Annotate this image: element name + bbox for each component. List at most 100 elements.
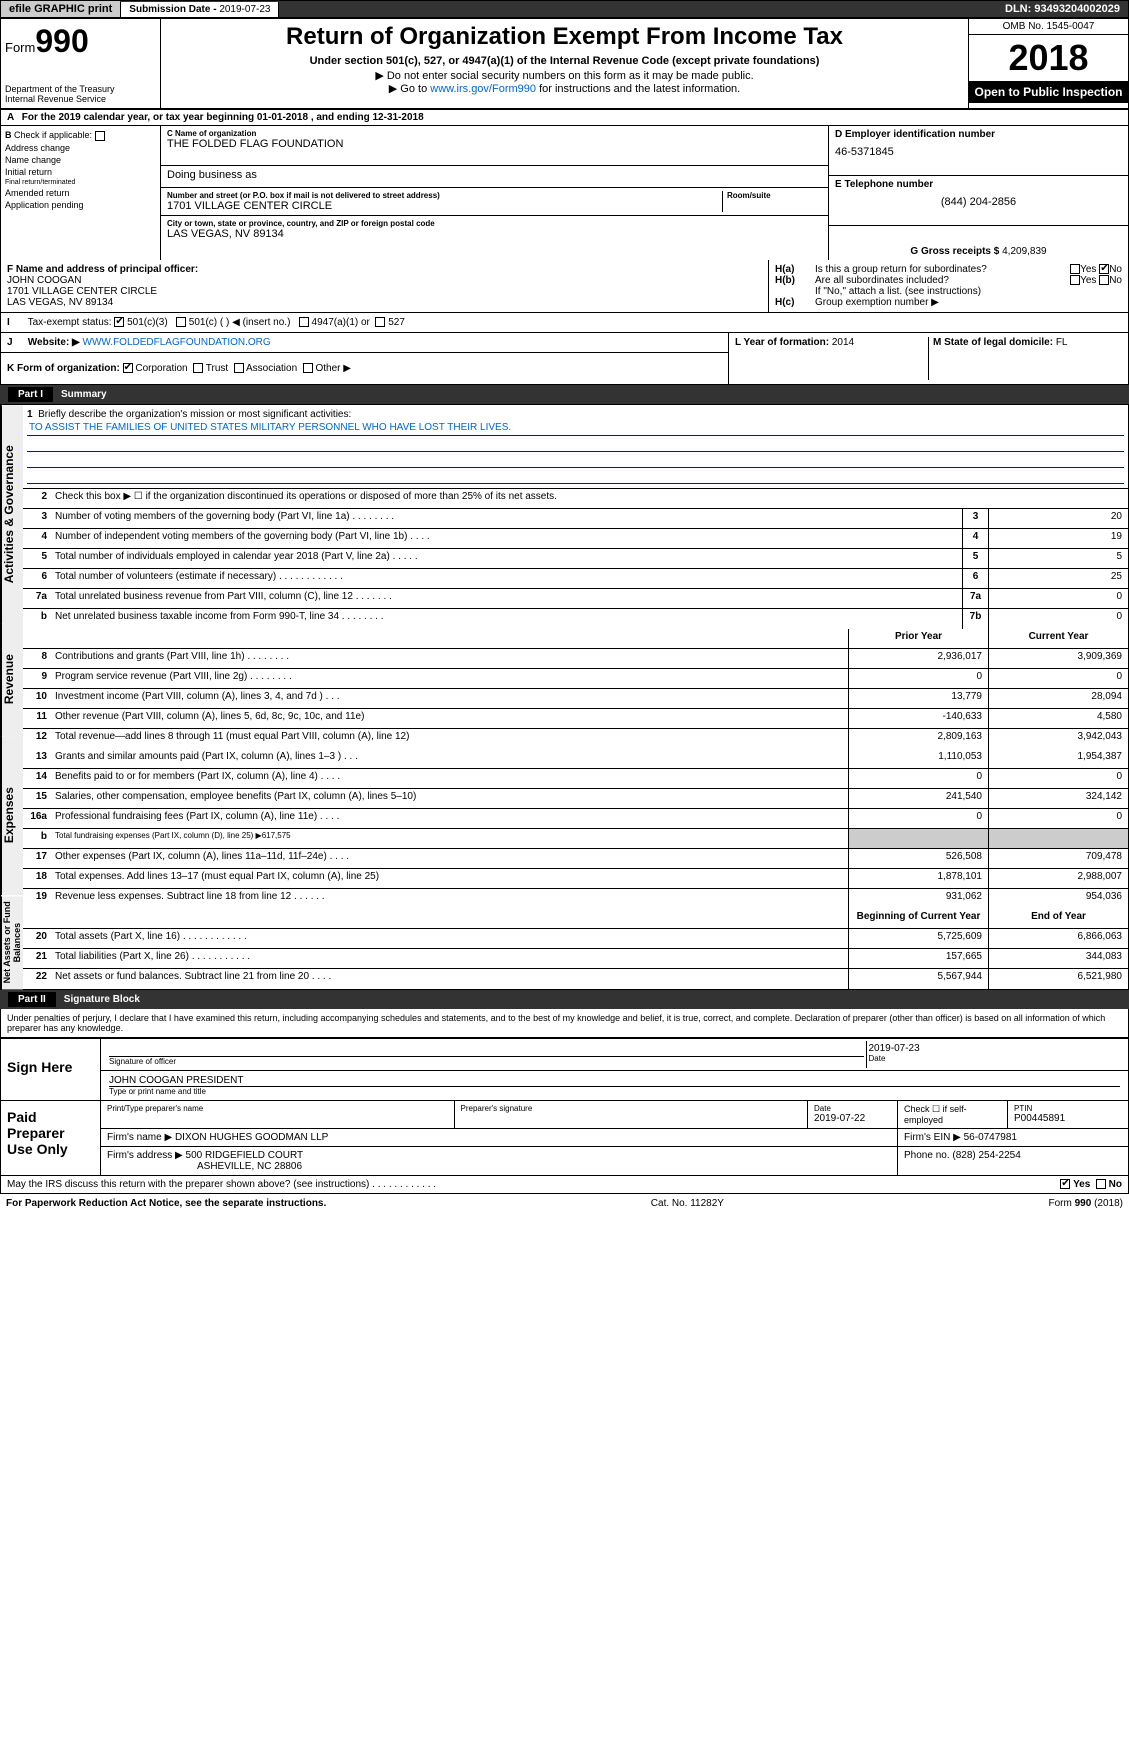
checkbox-icon[interactable] (303, 363, 313, 373)
mission-text: TO ASSIST THE FAMILIES OF UNITED STATES … (27, 420, 1124, 436)
efile-graphic-print: efile GRAPHIC print (1, 1, 120, 17)
checkbox-icon[interactable] (299, 317, 309, 327)
checkbox-icon[interactable] (375, 317, 385, 327)
check-amended-return[interactable]: Amended return (5, 188, 156, 198)
form-title-section: Form990 Department of the Treasury Inter… (0, 18, 1129, 109)
website-link[interactable]: WWW.FOLDEDFLAGFOUNDATION.ORG (83, 337, 271, 348)
tax-year-row: A For the 2019 calendar year, or tax yea… (0, 109, 1129, 126)
officer-group-section: F Name and address of principal officer:… (0, 260, 1129, 313)
ein-phone-column: D Employer identification number 46-5371… (828, 126, 1128, 260)
sign-here-section: Sign Here Signature of officer 2019-07-2… (0, 1038, 1129, 1101)
firm-name: DIXON HUGHES GOODMAN LLP (175, 1132, 328, 1143)
officer-addr1: 1701 VILLAGE CENTER CIRCLE (7, 286, 762, 297)
checkbox-icon[interactable] (193, 363, 203, 373)
check-address-change[interactable]: Address change (5, 143, 156, 153)
checkbox-icon[interactable] (1070, 275, 1080, 285)
summary-table: Activities & Governance Revenue Expenses… (0, 404, 1129, 990)
table-row: 19Revenue less expenses. Subtract line 1… (23, 889, 1128, 909)
table-row: bTotal fundraising expenses (Part IX, co… (23, 829, 1128, 849)
checkbox-icon[interactable] (1060, 1179, 1070, 1189)
check-name-change[interactable]: Name change (5, 155, 156, 165)
table-row: 20Total assets (Part X, line 16) . . . .… (23, 929, 1128, 949)
org-name-field: C Name of organization THE FOLDED FLAG F… (161, 126, 828, 166)
table-row: 11Other revenue (Part VIII, column (A), … (23, 709, 1128, 729)
table-row: 3Number of voting members of the governi… (23, 509, 1128, 529)
line-2: 2 Check this box ▶ ☐ if the organization… (23, 489, 1128, 509)
checkbox-column: B Check if applicable: Address change Na… (1, 126, 161, 260)
main-title: Return of Organization Exempt From Incom… (171, 23, 958, 51)
name-address-column: C Name of organization THE FOLDED FLAG F… (161, 126, 828, 260)
table-row: 12Total revenue—add lines 8 through 11 (… (23, 729, 1128, 749)
efile-header: efile GRAPHIC print Submission Date - 20… (0, 0, 1129, 18)
form-title-center: Return of Organization Exempt From Incom… (161, 19, 968, 108)
net-assets-tab: Net Assets or Fund Balances (1, 896, 23, 989)
part-1-header: Part I Summary (0, 385, 1129, 404)
governance-tab: Activities & Governance (1, 405, 23, 623)
catalog-number: Cat. No. 11282Y (651, 1198, 724, 1209)
checkbox-icon[interactable] (1099, 275, 1109, 285)
table-row: bNet unrelated business taxable income f… (23, 609, 1128, 629)
table-row: 7aTotal unrelated business revenue from … (23, 589, 1128, 609)
city-field: City or town, state or province, country… (161, 216, 828, 256)
checkbox-icon[interactable] (123, 363, 133, 373)
firm-phone: (828) 254-2254 (952, 1150, 1020, 1161)
department-label: Department of the Treasury Internal Reve… (5, 84, 156, 104)
sign-here-label: Sign Here (1, 1039, 101, 1100)
begin-end-header: Beginning of Current Year End of Year (23, 909, 1128, 929)
ein-field: D Employer identification number 46-5371… (829, 126, 1128, 176)
instructions-link-line: ▶ Go to www.irs.gov/Form990 for instruct… (171, 82, 958, 95)
ssn-warning: ▶ Do not enter social security numbers o… (171, 69, 958, 82)
firm-addr2: ASHEVILLE, NC 28806 (107, 1161, 891, 1172)
check-application-pending[interactable]: Application pending (5, 200, 156, 210)
perjury-statement: Under penalties of perjury, I declare th… (0, 1009, 1129, 1038)
org-info-section: B Check if applicable: Address change Na… (0, 126, 1129, 260)
check-initial-return[interactable]: Initial return (5, 167, 156, 177)
firm-addr1: 500 RIDGEFIELD COURT (186, 1150, 304, 1161)
table-row: 21Total liabilities (Part X, line 26) . … (23, 949, 1128, 969)
table-row: 4Number of independent voting members of… (23, 529, 1128, 549)
website-formation-row: J Website: ▶ WWW.FOLDEDFLAGFOUNDATION.OR… (0, 333, 1129, 385)
table-row: 8Contributions and grants (Part VIII, li… (23, 649, 1128, 669)
officer-name: JOHN COOGAN (7, 275, 762, 286)
open-to-public: Open to Public Inspection (969, 81, 1128, 103)
officer-signature-name: JOHN COOGAN PRESIDENT (109, 1075, 1120, 1087)
table-row: 17Other expenses (Part IX, column (A), l… (23, 849, 1128, 869)
check-final-return[interactable]: Final return/terminated (5, 179, 156, 186)
checkbox-icon[interactable] (234, 363, 244, 373)
tax-year: 2018 (969, 35, 1128, 81)
checkbox-icon[interactable] (1070, 264, 1080, 274)
preparer-date: 2019-07-22 (814, 1113, 891, 1124)
paid-preparer-label: Paid Preparer Use Only (1, 1101, 101, 1175)
subtitle: Under section 501(c), 527, or 4947(a)(1)… (171, 55, 958, 67)
dba-field: Doing business as (161, 166, 828, 188)
mission-label: Briefly describe the organization's miss… (38, 409, 351, 420)
prior-current-header: Prior Year Current Year (23, 629, 1128, 649)
gross-receipts-field: G Gross receipts $ 4,209,839 (829, 226, 1128, 260)
officer-addr2: LAS VEGAS, NV 89134 (7, 297, 762, 308)
checkbox-icon[interactable] (1096, 1179, 1106, 1189)
table-row: 14Benefits paid to or for members (Part … (23, 769, 1128, 789)
table-row: 22Net assets or fund balances. Subtract … (23, 969, 1128, 989)
table-row: 18Total expenses. Add lines 13–17 (must … (23, 869, 1128, 889)
submission-date-box: Submission Date - 2019-07-23 (120, 2, 279, 17)
checkbox-icon[interactable] (176, 317, 186, 327)
checkbox-icon[interactable] (1099, 264, 1109, 274)
expenses-tab: Expenses (1, 736, 23, 895)
table-row: 9Program service revenue (Part VIII, lin… (23, 669, 1128, 689)
part-2-header: Part II Signature Block (0, 990, 1129, 1009)
table-row: 16aProfessional fundraising fees (Part I… (23, 809, 1128, 829)
checkbox-icon[interactable] (114, 317, 124, 327)
form-year-box: OMB No. 1545-0047 2018 Open to Public In… (968, 19, 1128, 108)
group-return-box: H(a) Is this a group return for subordin… (768, 260, 1128, 312)
tax-exempt-status-row: I Tax-exempt status: 501(c)(3) 501(c) ( … (0, 313, 1129, 333)
checkbox-icon[interactable] (95, 131, 105, 141)
paid-preparer-section: Paid Preparer Use Only Print/Type prepar… (0, 1101, 1129, 1176)
revenue-tab: Revenue (1, 623, 23, 736)
street-field: Number and street (or P.O. box if mail i… (161, 188, 828, 216)
discuss-row: May the IRS discuss this return with the… (0, 1176, 1129, 1194)
form-footer: For Paperwork Reduction Act Notice, see … (0, 1194, 1129, 1213)
instructions-link[interactable]: www.irs.gov/Form990 (430, 83, 536, 95)
omb-number: OMB No. 1545-0047 (969, 19, 1128, 35)
table-row: 5Total number of individuals employed in… (23, 549, 1128, 569)
table-row: 15Salaries, other compensation, employee… (23, 789, 1128, 809)
